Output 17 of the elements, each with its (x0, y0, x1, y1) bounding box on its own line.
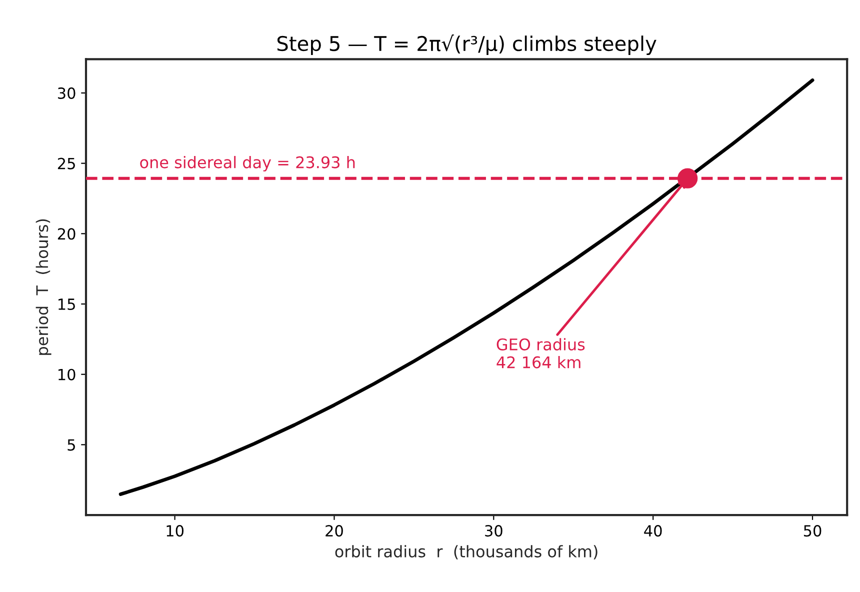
y-tick-label: 30 (58, 87, 76, 99)
annotation: GEO radius 42 164 km (496, 338, 585, 368)
y-tick-label: 25 (58, 158, 75, 170)
y-axis-title: period T (hours) (36, 219, 52, 355)
y-tick-label: 5 (68, 439, 75, 451)
y-tick-label: 10 (58, 368, 76, 380)
x-axis-title: orbit radius r (thousands of km) (335, 545, 598, 560)
chart-title: Step 5 — T = 2π√(r³/μ) climbs steeply (277, 34, 656, 56)
x-tick-label: 20 (326, 525, 343, 537)
line-series (118, 78, 814, 496)
x-tick-label: 30 (485, 525, 502, 537)
x-tick-label: 50 (804, 525, 822, 537)
ref-line-label: one sidereal day = 23.93 h (140, 156, 355, 172)
y-tick-label: 15 (58, 298, 75, 310)
x-tick-label: 10 (166, 525, 184, 537)
y-tick-label: 20 (58, 228, 76, 240)
x-tick-label: 40 (644, 525, 662, 537)
